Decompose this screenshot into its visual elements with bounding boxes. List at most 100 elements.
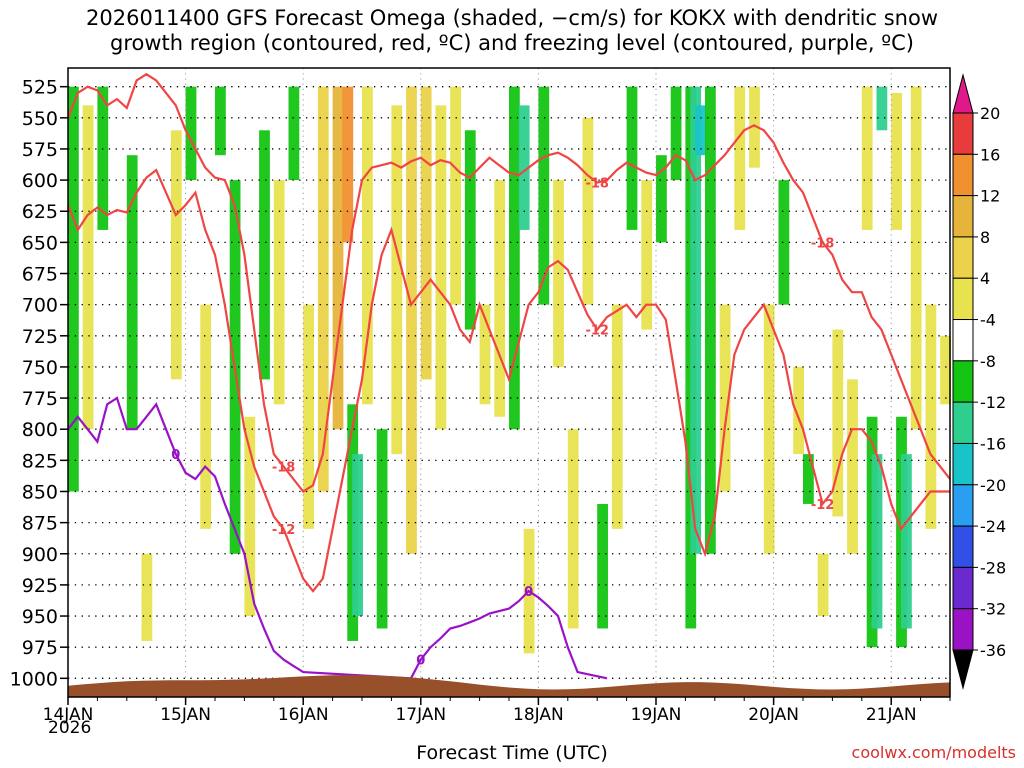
dendritic-minus18-contour-label: -18 bbox=[272, 461, 296, 476]
omega-shade-cell bbox=[803, 454, 814, 504]
omega-shade-cell bbox=[479, 304, 491, 405]
omega-shade-cell bbox=[97, 86, 109, 230]
omega-shade-cell bbox=[925, 304, 937, 529]
omega-shade-cell bbox=[641, 180, 653, 330]
colorbar-label: 12 bbox=[980, 187, 1000, 206]
x-tick-label: 16JAN bbox=[278, 705, 329, 725]
colorbar-label: 20 bbox=[980, 104, 1000, 123]
omega-shade-cell bbox=[362, 86, 373, 405]
omega-shade-cell bbox=[940, 335, 951, 405]
omega-shade-cell bbox=[582, 117, 594, 305]
y-tick-label: 775 bbox=[22, 388, 58, 410]
omega-shade-cell bbox=[450, 86, 461, 305]
colorbar-segment bbox=[952, 153, 974, 197]
y-tick-label: 725 bbox=[22, 326, 58, 348]
colorbar-segment bbox=[952, 277, 974, 321]
surface-terrain bbox=[68, 675, 950, 697]
omega-shade-cell bbox=[861, 86, 873, 230]
x-tick-label: 21JAN bbox=[866, 705, 917, 725]
omega-shade-cell bbox=[793, 366, 804, 455]
colorbar-label: -12 bbox=[980, 393, 1006, 412]
colorbar-label: -20 bbox=[980, 476, 1006, 495]
omega-shade-cell bbox=[288, 86, 300, 181]
colorbar-label: 8 bbox=[980, 228, 990, 247]
dendritic-minus12-contour-label: -12 bbox=[811, 498, 835, 513]
omega-shade-cell bbox=[406, 86, 417, 554]
omega-shade-cell bbox=[317, 86, 329, 492]
dendritic-minus12-contour-label: -12 bbox=[585, 324, 609, 339]
x-tick-label: 19JAN bbox=[631, 705, 682, 725]
omega-shade-cell bbox=[352, 454, 363, 617]
colorbar-segment bbox=[952, 195, 974, 238]
omega-shade-cell bbox=[141, 553, 153, 641]
dendritic-minus12-contour-label: -12 bbox=[272, 523, 296, 538]
omega-shade-cell bbox=[695, 105, 706, 156]
omega-shade-cell bbox=[244, 416, 256, 617]
y-tick-label: 825 bbox=[22, 450, 58, 472]
colorbar-segment bbox=[952, 236, 974, 279]
x-axis-year: 2026 bbox=[48, 718, 92, 738]
dendritic-minus18-contour-label: -18 bbox=[811, 236, 835, 251]
omega-shade-cell bbox=[420, 86, 432, 380]
colorbar-label: 16 bbox=[980, 145, 1000, 164]
omega-shade-cell bbox=[626, 86, 638, 230]
omega-shade-cell bbox=[719, 304, 731, 492]
colorbar-segment bbox=[952, 112, 974, 155]
y-tick-label: 900 bbox=[22, 544, 58, 566]
y-tick-label: 650 bbox=[22, 232, 58, 254]
omega-shade-cell bbox=[391, 105, 403, 455]
y-tick-label: 875 bbox=[22, 513, 58, 535]
omega-shade-cell bbox=[170, 130, 182, 380]
colorbar-segment bbox=[952, 360, 974, 403]
omega-shade-cell bbox=[82, 105, 94, 430]
omega-shade-cell bbox=[891, 92, 902, 230]
colorbar-segment bbox=[952, 608, 974, 651]
colorbar-label: -32 bbox=[980, 600, 1006, 619]
omega-shade-cell bbox=[656, 155, 667, 243]
chart-title-line2: growth region (contoured, red, ºC) and f… bbox=[110, 31, 914, 55]
colorbar-label: 4 bbox=[980, 269, 990, 288]
x-tick-label: 17JAN bbox=[395, 705, 446, 725]
x-axis-title: Forecast Time (UTC) bbox=[416, 742, 608, 764]
omega-shade-cell bbox=[342, 86, 354, 243]
y-tick-label: 975 bbox=[22, 637, 58, 659]
colorbar-label: -4 bbox=[980, 311, 996, 330]
y-tick-label: 550 bbox=[22, 108, 58, 130]
credit-link[interactable]: coolwx.com/modelts bbox=[851, 743, 1016, 762]
y-tick-label: 925 bbox=[22, 575, 58, 597]
colorbar-label: -28 bbox=[980, 558, 1006, 577]
omega-shade-cell bbox=[567, 429, 579, 629]
omega-shade-cell bbox=[910, 86, 922, 430]
y-tick-label: 625 bbox=[22, 201, 58, 223]
omega-shade-cell bbox=[464, 130, 476, 330]
colorbar-segment bbox=[952, 401, 974, 444]
y-tick-label: 700 bbox=[22, 295, 58, 317]
colorbar-label: -24 bbox=[980, 517, 1006, 536]
omega-shade-cell bbox=[876, 86, 888, 131]
dendritic-minus12-contour bbox=[66, 168, 950, 593]
colorbar-segment bbox=[952, 319, 974, 362]
y-tick-label: 525 bbox=[22, 77, 58, 99]
colorbar-label: -16 bbox=[980, 434, 1006, 453]
omega-shade-cell bbox=[126, 155, 138, 430]
omega-shade-cell bbox=[259, 130, 270, 380]
chart-title: 2026011400 GFS Forecast Omega (shaded, −… bbox=[0, 6, 1024, 56]
colorbar-segment bbox=[952, 566, 974, 610]
colorbar-bottom-triangle bbox=[952, 649, 974, 690]
freezing-level-contour-label: 0 bbox=[524, 585, 533, 600]
omega-shade-cell bbox=[778, 180, 790, 305]
omega-shade-cell bbox=[871, 454, 883, 629]
x-tick-label: 14JAN bbox=[43, 705, 94, 725]
omega-shade-cell bbox=[509, 86, 520, 430]
omega-shade-cell bbox=[734, 86, 746, 230]
x-tick-label: 20JAN bbox=[748, 705, 799, 725]
omega-shade-cell bbox=[705, 86, 716, 554]
y-tick-label: 800 bbox=[22, 419, 58, 441]
omega-shade-cell bbox=[670, 86, 682, 181]
omega-shade-cell bbox=[538, 86, 550, 305]
omega-shade-cell bbox=[200, 304, 212, 529]
y-tick-label: 750 bbox=[22, 357, 58, 379]
omega-shade-cell bbox=[435, 105, 447, 430]
omega-shade-cell bbox=[215, 86, 226, 156]
